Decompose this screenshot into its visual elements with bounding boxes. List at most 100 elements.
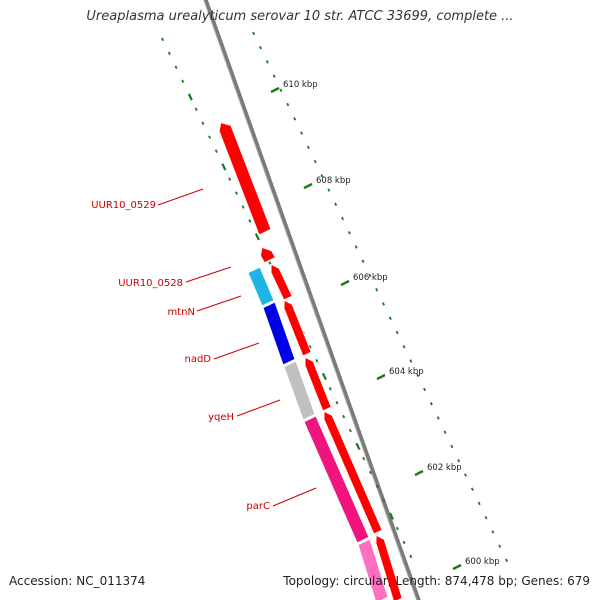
outer-ruler-tick [279, 88, 283, 93]
inner-ruler-tick [221, 163, 227, 171]
map-title: Ureaplasma urealyticum serovar 10 str. A… [86, 9, 514, 24]
inner-ruler-tick [409, 554, 413, 559]
genome-backbone-highlight [203, 0, 418, 600]
inner-ruler-tick [228, 177, 232, 181]
outer-ruler-tick [436, 416, 440, 420]
gene-label-leader [213, 342, 260, 360]
outer-ruler-tick [320, 174, 324, 178]
outer-ruler-tick [457, 458, 461, 463]
inner-ruler-tick [342, 414, 346, 419]
gene-label-leader [272, 487, 317, 507]
inner-ruler-tick [194, 107, 198, 111]
outer-ruler-tick [409, 359, 413, 363]
ruler-tick-label: 600 kbp [465, 557, 500, 567]
inner-ruler-tick [395, 526, 399, 531]
ruler-tick-label: 604 kbp [389, 367, 424, 377]
inner-ruler-tick [321, 372, 327, 381]
inner-ruler-tick [181, 79, 185, 84]
gene-label-leader [185, 266, 232, 283]
inner-ruler-tick [248, 219, 252, 223]
gene-block-uur10-0529 [218, 122, 272, 236]
inner-ruler-tick [187, 93, 193, 101]
outer-ruler-tick [259, 45, 262, 50]
inner-ruler-tick [348, 428, 352, 433]
inner-ruler-tick [208, 135, 212, 139]
cds-block [375, 534, 403, 600]
major-ruler-tick [270, 86, 280, 94]
outer-ruler-tick [423, 387, 426, 392]
outer-ruler-tick [252, 31, 256, 36]
outer-ruler-tick [375, 288, 379, 292]
outer-ruler-tick [477, 501, 481, 506]
inner-ruler-tick [214, 149, 218, 153]
gene-block-uur10-0528 [260, 246, 276, 264]
outer-ruler-tick [382, 302, 385, 306]
outer-ruler-tick [341, 216, 344, 221]
outer-ruler-tick [416, 373, 420, 377]
outer-ruler-tick [450, 444, 454, 449]
outer-ruler-tick [429, 401, 433, 406]
inner-ruler-tick [402, 540, 406, 545]
ruler-tick-label: 606 kbp [353, 273, 388, 283]
outer-ruler-tick [334, 202, 338, 207]
major-ruler-tick [340, 279, 350, 287]
major-ruler-tick [376, 373, 386, 381]
gene-block-mtnn [247, 266, 275, 307]
major-ruler-tick [414, 469, 424, 477]
outer-ruler-tick [505, 558, 509, 563]
cds-block [283, 299, 312, 357]
outer-ruler-tick [327, 188, 331, 192]
outer-ruler-tick [470, 487, 474, 491]
cds-block [270, 263, 293, 301]
major-ruler-tick [452, 563, 462, 571]
cds-block [323, 410, 383, 535]
outer-ruler-tick [498, 544, 502, 548]
inner-ruler-tick [388, 512, 395, 520]
gene-label-leader [196, 295, 242, 312]
outer-ruler-tick [484, 515, 488, 520]
outer-ruler-tick [300, 131, 303, 135]
genome-backbone [203, 0, 421, 600]
inner-ruler-tick [382, 498, 386, 503]
inner-ruler-tick [362, 456, 366, 461]
gene-block-next [357, 538, 389, 600]
gene-label: nadD [184, 354, 211, 365]
gene-label-leader [236, 399, 281, 417]
ruler-tick-label: 610 kbp [283, 80, 318, 90]
inner-ruler-tick [268, 261, 272, 265]
outer-ruler-tick [272, 74, 276, 78]
outer-ruler-tick [286, 102, 290, 107]
gene-label-leader [157, 188, 204, 206]
outer-ruler-tick [306, 145, 310, 150]
inner-ruler-tick [355, 442, 361, 451]
inner-ruler-tick [167, 51, 171, 56]
outer-ruler-tick [395, 330, 399, 335]
inner-ruler-tick [241, 205, 245, 209]
outer-ruler-tick [361, 259, 365, 264]
gene-label: UUR10_0529 [91, 200, 156, 211]
outer-ruler-tick [464, 473, 467, 477]
gene-block-nadd [262, 301, 296, 366]
inner-ruler-tick [161, 37, 165, 42]
outer-ruler-tick [354, 245, 358, 249]
inner-ruler-tick [254, 233, 260, 241]
ruler-tick-label: 602 kbp [427, 463, 462, 473]
inner-ruler-tick [174, 65, 178, 70]
outer-ruler-tick [388, 316, 392, 320]
gene-label: parC [246, 501, 270, 512]
gene-label: mtnN [168, 307, 195, 318]
inner-ruler-tick [315, 359, 319, 363]
inner-ruler-tick [369, 470, 372, 475]
cds-block [304, 356, 332, 412]
gene-label: yqeH [208, 412, 234, 423]
outer-ruler-tick [368, 273, 372, 278]
inner-ruler-tick [375, 484, 379, 489]
inner-ruler-tick [234, 191, 238, 195]
gene-block-parc [303, 415, 370, 544]
outer-ruler-tick [265, 60, 269, 64]
gene-label: UUR10_0528 [118, 278, 183, 289]
topology-summary: Topology: circular; Length: 874,478 bp; … [283, 574, 590, 588]
accession-text: Accession: NC_011374 [9, 574, 146, 588]
